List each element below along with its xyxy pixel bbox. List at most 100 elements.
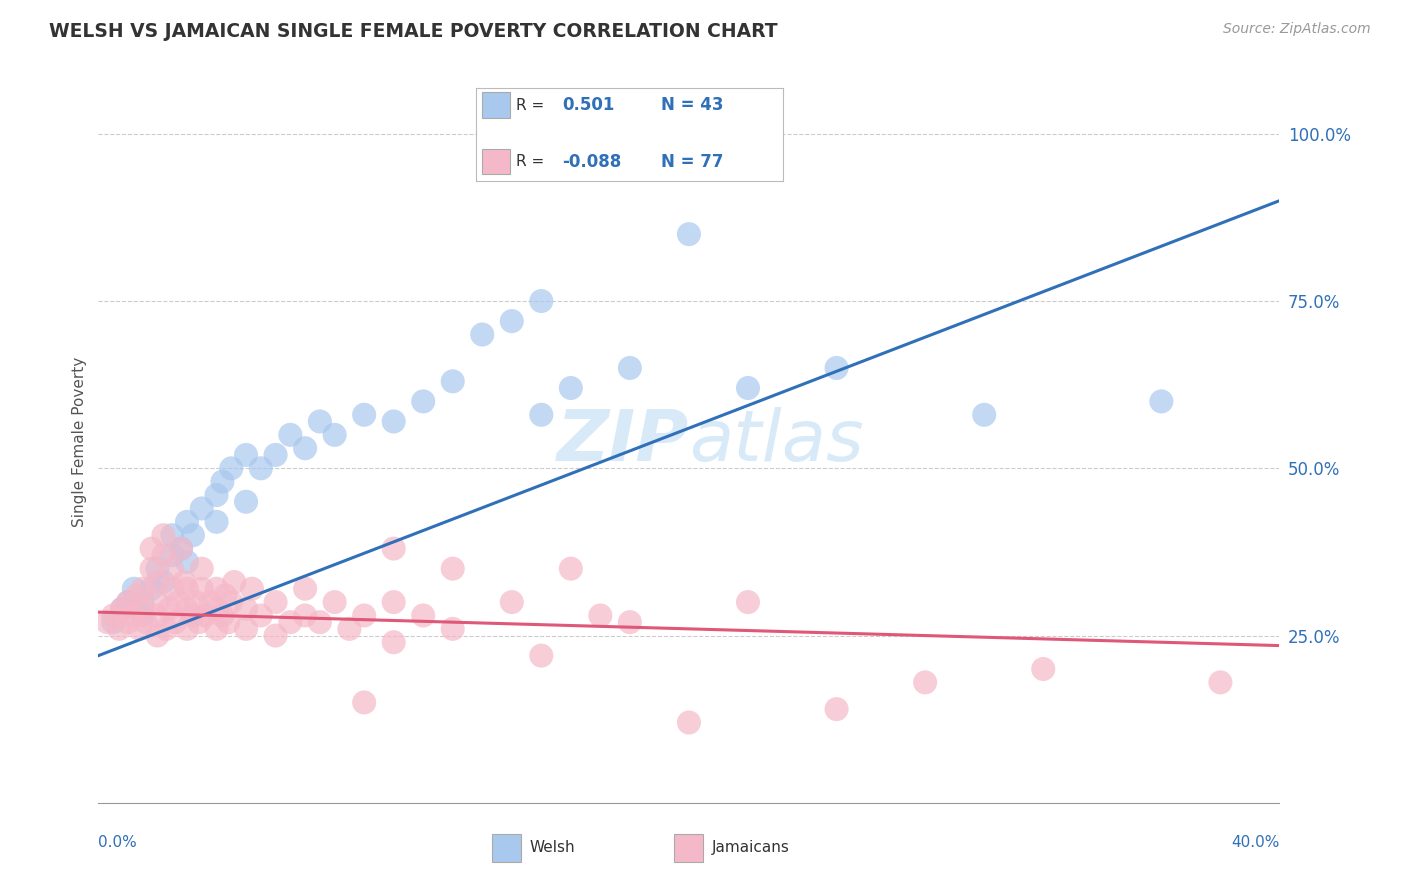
Point <box>146 628 169 642</box>
Point <box>1150 394 1173 409</box>
Point <box>825 361 848 376</box>
Point <box>309 615 332 630</box>
Point <box>176 602 198 616</box>
Point <box>235 448 257 462</box>
Point <box>737 381 759 395</box>
Point <box>264 628 287 642</box>
Point <box>619 615 641 630</box>
Point <box>184 595 207 609</box>
Point <box>353 408 375 422</box>
Point <box>560 562 582 576</box>
Point <box>264 448 287 462</box>
Point <box>221 461 243 475</box>
Point <box>205 622 228 636</box>
Point <box>441 562 464 576</box>
Point <box>141 541 163 556</box>
Point <box>205 602 228 616</box>
Point <box>187 615 209 630</box>
Point <box>135 615 157 630</box>
Point <box>146 562 169 576</box>
Point <box>530 408 553 422</box>
Point <box>530 294 553 309</box>
Point <box>339 622 361 636</box>
Point <box>205 515 228 529</box>
Point <box>122 582 145 596</box>
Point <box>181 608 204 623</box>
Text: 0.0%: 0.0% <box>98 835 138 850</box>
Point <box>294 608 316 623</box>
Point <box>441 375 464 389</box>
Y-axis label: Single Female Poverty: Single Female Poverty <box>72 357 87 526</box>
Text: atlas: atlas <box>689 407 863 476</box>
Point <box>235 622 257 636</box>
Point <box>191 562 214 576</box>
Point <box>152 528 174 542</box>
Point <box>441 622 464 636</box>
Point <box>825 702 848 716</box>
Point <box>205 488 228 502</box>
Point <box>250 461 273 475</box>
Point <box>125 589 148 603</box>
Point <box>162 548 183 563</box>
Point <box>146 595 169 609</box>
Point <box>530 648 553 663</box>
Point <box>132 595 155 609</box>
Point <box>146 575 169 590</box>
Point <box>382 414 405 429</box>
Point <box>250 608 273 623</box>
Point <box>96 615 118 630</box>
Point <box>353 608 375 623</box>
Point <box>217 615 239 630</box>
Point <box>973 408 995 422</box>
Point <box>162 528 183 542</box>
Point <box>194 608 217 623</box>
Point <box>162 582 183 596</box>
Point <box>157 602 180 616</box>
Point <box>412 394 434 409</box>
Point <box>382 635 405 649</box>
Point <box>501 595 523 609</box>
Point <box>108 622 131 636</box>
Point <box>471 327 494 342</box>
Point <box>170 541 193 556</box>
Point <box>103 615 125 630</box>
Point <box>412 608 434 623</box>
Point <box>382 595 405 609</box>
Point <box>176 582 198 596</box>
Point <box>501 314 523 328</box>
Point <box>141 562 163 576</box>
Point <box>211 475 233 489</box>
Point <box>117 615 139 630</box>
Point <box>619 361 641 376</box>
Point <box>235 602 257 616</box>
Point <box>181 528 204 542</box>
Point <box>162 562 183 576</box>
Text: Source: ZipAtlas.com: Source: ZipAtlas.com <box>1223 22 1371 37</box>
Text: ZIP: ZIP <box>557 407 689 476</box>
Point <box>132 582 155 596</box>
Point <box>132 608 155 623</box>
Point <box>132 602 155 616</box>
Point <box>264 595 287 609</box>
Point <box>176 622 198 636</box>
Point <box>155 622 177 636</box>
Point <box>103 608 125 623</box>
Point <box>235 494 257 508</box>
Point <box>111 602 134 616</box>
Point <box>122 608 145 623</box>
Point <box>678 715 700 730</box>
Point <box>323 595 346 609</box>
Point <box>280 615 302 630</box>
Point <box>191 501 214 516</box>
Point <box>737 595 759 609</box>
Point <box>1209 675 1232 690</box>
Point <box>176 515 198 529</box>
Point <box>152 548 174 563</box>
Point <box>280 427 302 442</box>
Point <box>309 414 332 429</box>
Point <box>117 595 139 609</box>
Point <box>146 608 169 623</box>
Point <box>200 595 222 609</box>
Point <box>173 575 195 590</box>
Text: 40.0%: 40.0% <box>1232 835 1279 850</box>
